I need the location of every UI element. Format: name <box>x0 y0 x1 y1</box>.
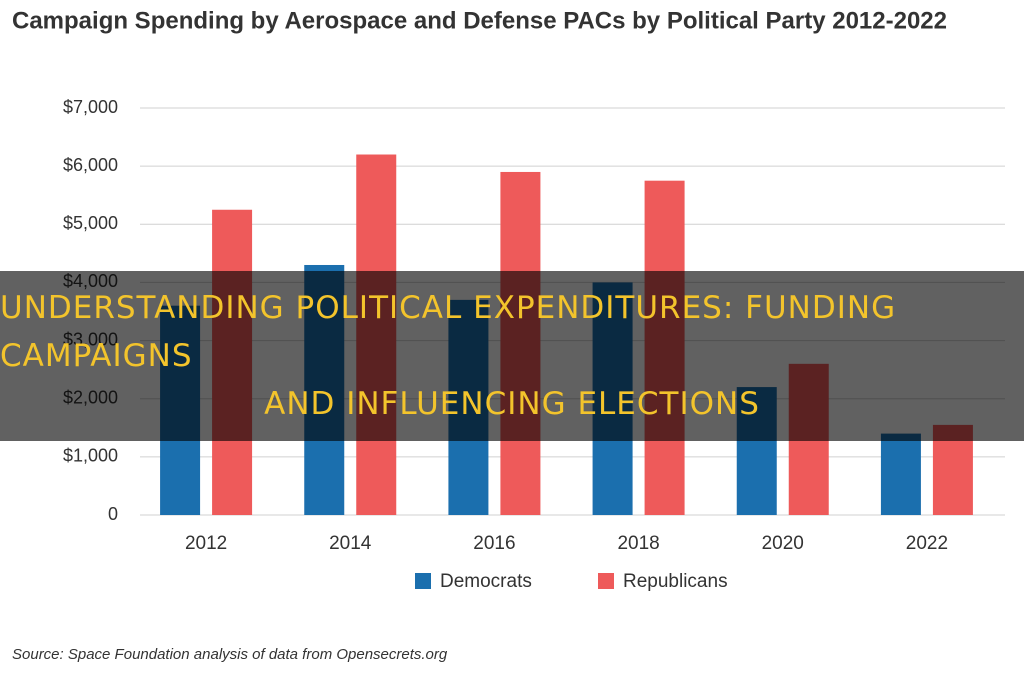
bar <box>880 433 921 515</box>
headline-line: AND INFLUENCING ELECTIONS <box>264 386 760 422</box>
chart-title: Campaign Spending by Aerospace and Defen… <box>12 7 947 34</box>
source: Source: Space Foundation analysis of dat… <box>12 646 448 663</box>
y-tick-label: $1,000 <box>63 446 118 466</box>
x-tick-label: 2016 <box>473 533 515 554</box>
x-tick-label: 2018 <box>617 533 659 554</box>
headline-banner: UNDERSTANDING POLITICAL EXPENDITURES: FU… <box>0 271 1024 441</box>
legend-swatch <box>415 573 431 589</box>
legend-label: Republicans <box>623 571 728 592</box>
legend-swatch <box>598 573 614 589</box>
x-tick-label: 2020 <box>762 533 804 554</box>
legend-label: Democrats <box>440 571 532 592</box>
y-tick-label: 0 <box>108 504 118 524</box>
y-tick-label: $7,000 <box>63 97 118 117</box>
x-tick-label: 2022 <box>906 533 948 554</box>
x-tick-label: 2014 <box>329 533 372 554</box>
y-tick-label: $5,000 <box>63 213 118 233</box>
headline-line: UNDERSTANDING POLITICAL EXPENDITURES: FU… <box>0 290 897 374</box>
y-tick-label: $6,000 <box>63 155 118 175</box>
x-tick-label: 2012 <box>185 533 227 554</box>
